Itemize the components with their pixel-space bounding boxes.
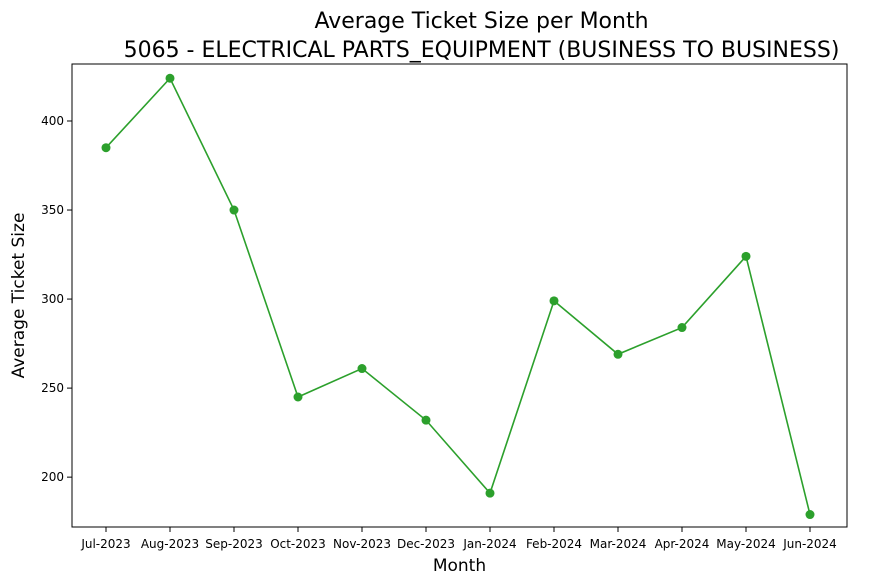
data-point — [101, 143, 111, 153]
x-tick-label: Feb-2024 — [526, 537, 582, 551]
x-tick-label: Jul-2023 — [80, 537, 130, 551]
data-point — [613, 349, 623, 359]
series-points — [101, 73, 815, 520]
y-tick-label: 400 — [41, 114, 64, 128]
x-tick-label: Aug-2023 — [141, 537, 199, 551]
series-line — [105, 76, 811, 515]
x-tick-label: Mar-2024 — [590, 537, 647, 551]
x-tick-label: May-2024 — [716, 537, 775, 551]
y-axis: 200 250 300 350 400 — [41, 114, 72, 484]
y-axis-label: Average Ticket Size — [9, 213, 29, 379]
data-point — [229, 205, 239, 215]
data-point — [293, 392, 303, 402]
y-tick-label: 300 — [41, 292, 64, 306]
data-point — [677, 323, 687, 333]
x-tick-label: Dec-2023 — [397, 537, 455, 551]
chart-subtitle: 5065 - ELECTRICAL PARTS_EQUIPMENT (BUSIN… — [124, 38, 840, 63]
y-tick-label: 200 — [41, 470, 64, 484]
data-point — [805, 510, 815, 520]
x-tick-label: Nov-2023 — [333, 537, 391, 551]
y-tick-label: 250 — [41, 381, 64, 395]
x-tick-label: Sep-2023 — [205, 537, 263, 551]
data-point — [549, 296, 559, 306]
plot-area — [71, 63, 848, 528]
y-tick-label: 350 — [41, 203, 64, 217]
data-point — [741, 251, 751, 261]
x-tick-label: Oct-2023 — [270, 537, 326, 551]
x-tick-label: Jan-2024 — [462, 537, 516, 551]
data-point — [165, 73, 175, 83]
data-point — [421, 415, 431, 425]
x-axis-label: Month — [433, 556, 486, 576]
x-axis: Jul-2023 Aug-2023 Sep-2023 Oct-2023 Nov-2023… — [80, 527, 837, 551]
data-point — [357, 364, 367, 374]
chart-title: Average Ticket Size per Month — [314, 9, 648, 34]
x-tick-label: Apr-2024 — [655, 537, 710, 551]
x-tick-label: Jun-2024 — [782, 537, 837, 551]
data-point — [485, 488, 495, 498]
